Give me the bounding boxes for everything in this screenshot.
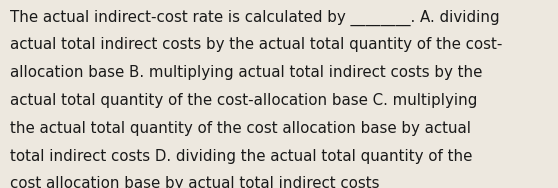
Text: The actual indirect-cost rate is calculated by ________. A. dividing: The actual indirect-cost rate is calcula… — [10, 9, 499, 26]
Text: total indirect costs D. dividing the actual total quantity of the: total indirect costs D. dividing the act… — [10, 149, 473, 164]
Text: actual total quantity of the cost-allocation base C. multiplying: actual total quantity of the cost-alloca… — [10, 93, 478, 108]
Text: actual total indirect costs by the actual total quantity of the cost-: actual total indirect costs by the actua… — [10, 37, 502, 52]
Text: the actual total quantity of the cost allocation base by actual: the actual total quantity of the cost al… — [10, 121, 471, 136]
Text: cost allocation base by actual total indirect costs: cost allocation base by actual total ind… — [10, 176, 379, 188]
Text: allocation base B. multiplying actual total indirect costs by the: allocation base B. multiplying actual to… — [10, 65, 483, 80]
